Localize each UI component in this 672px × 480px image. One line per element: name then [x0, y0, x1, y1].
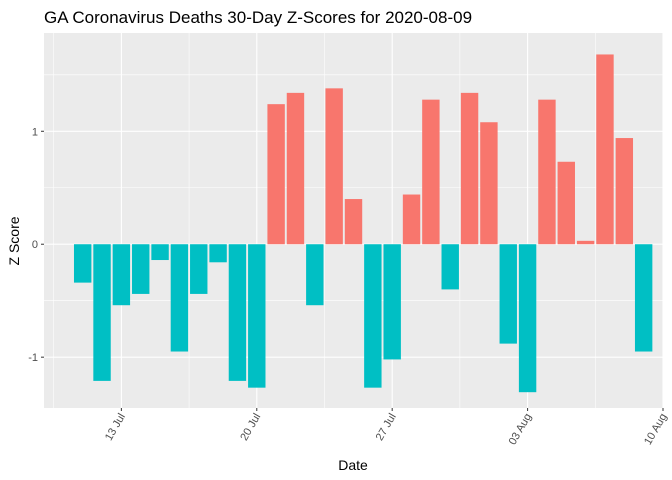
bar	[267, 104, 285, 245]
bars	[73, 54, 653, 393]
bar	[576, 240, 595, 245]
bar	[228, 244, 247, 381]
bar	[460, 92, 479, 245]
y-axis-title: Z Score	[6, 216, 22, 265]
bar	[499, 244, 517, 344]
bar	[634, 244, 653, 352]
y-axis: -1 0 1	[28, 126, 44, 364]
bar	[518, 244, 537, 393]
y-tick-label: -1	[28, 352, 38, 364]
bar	[73, 244, 92, 283]
x-tick-label: 03 Aug	[507, 412, 535, 448]
bar	[422, 99, 440, 245]
bar	[248, 244, 266, 388]
x-axis: 13 Jul 20 Jul 27 Jul 03 Aug 10 Aug	[103, 408, 670, 447]
bar	[441, 244, 459, 290]
bar	[344, 199, 363, 245]
bar	[306, 244, 324, 306]
bar	[596, 54, 614, 245]
chart-title: GA Coronavirus Deaths 30-Day Z-Scores fo…	[44, 8, 472, 27]
bar	[112, 244, 131, 306]
x-tick-label: 27 Jul	[374, 412, 399, 443]
bar	[132, 244, 150, 294]
x-tick-label: 20 Jul	[238, 412, 263, 443]
bar	[190, 244, 208, 294]
bar	[325, 88, 343, 245]
bar	[93, 244, 111, 381]
bar	[151, 244, 169, 261]
bar	[557, 161, 575, 245]
bar	[538, 99, 556, 245]
minor-gridlines	[44, 33, 663, 408]
bar	[364, 244, 382, 388]
bar	[286, 92, 305, 245]
x-tick-label: 13 Jul	[103, 412, 128, 443]
x-axis-title: Date	[338, 457, 368, 473]
y-tick-label: 1	[32, 126, 38, 138]
bar	[402, 194, 421, 245]
y-tick-label: 0	[32, 239, 38, 251]
bar	[383, 244, 401, 360]
bar	[480, 122, 498, 245]
bar	[209, 244, 227, 263]
bar	[170, 244, 189, 352]
x-tick-label: 10 Aug	[642, 412, 670, 448]
bar	[615, 138, 634, 245]
